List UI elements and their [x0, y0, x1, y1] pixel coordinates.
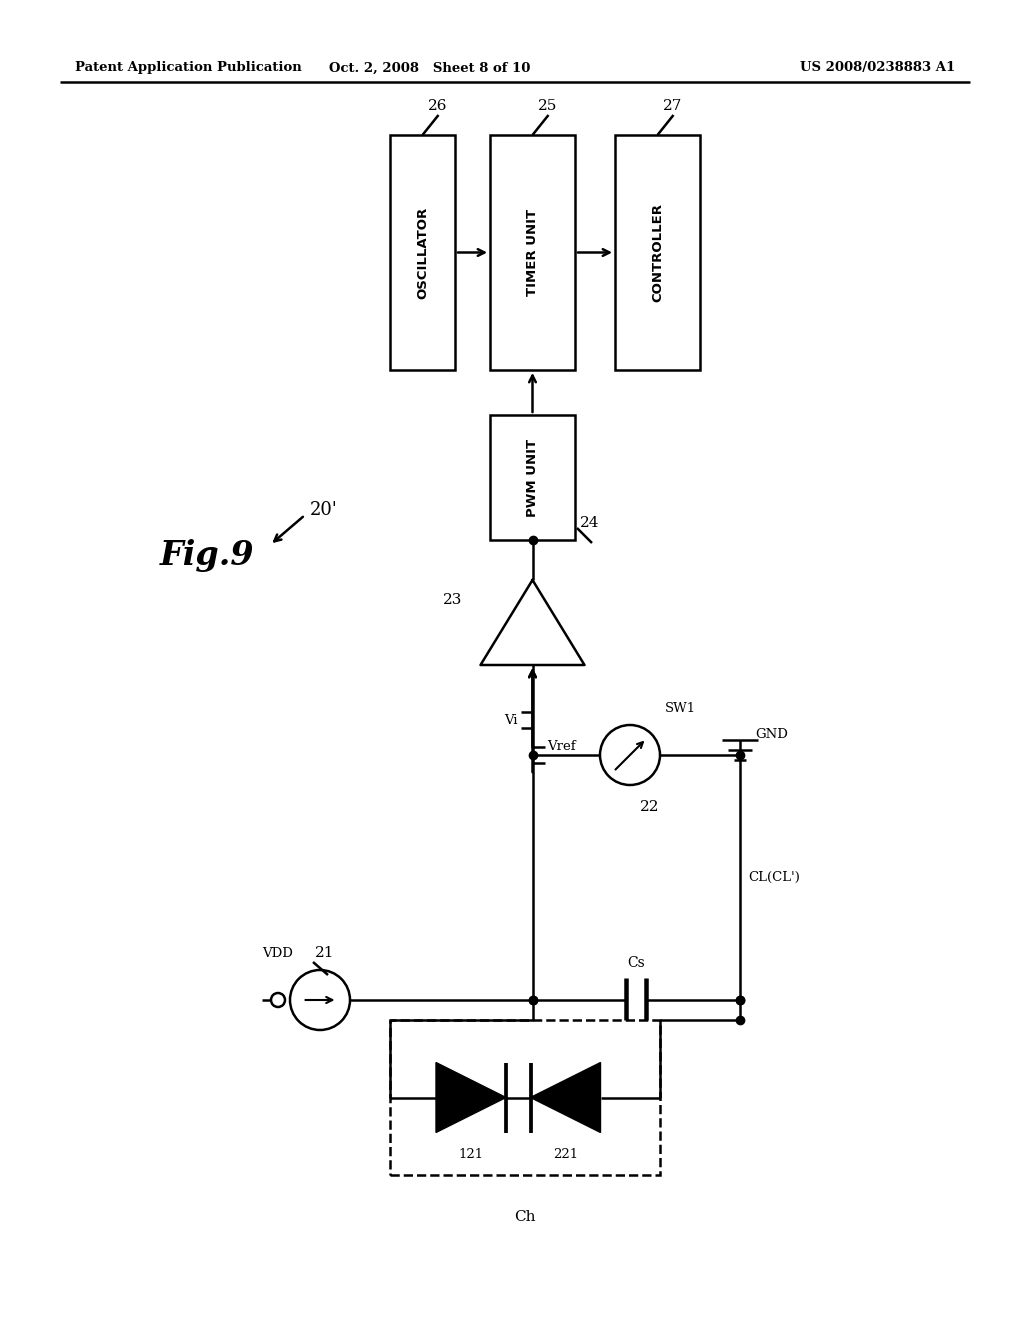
Text: CONTROLLER: CONTROLLER: [651, 203, 664, 302]
Polygon shape: [436, 1063, 506, 1133]
Text: US 2008/0238883 A1: US 2008/0238883 A1: [800, 62, 955, 74]
Text: Vref: Vref: [548, 741, 577, 752]
Text: Cs: Cs: [628, 956, 645, 970]
Text: 23: 23: [443, 593, 463, 607]
Text: 25: 25: [538, 99, 557, 114]
Bar: [390, 1020, 660, 1175]
Text: Ch: Ch: [514, 1210, 536, 1224]
Text: 21: 21: [315, 946, 335, 960]
Text: Patent Application Publication: Patent Application Publication: [75, 62, 302, 74]
Text: 24: 24: [580, 516, 599, 531]
Text: 121: 121: [459, 1147, 483, 1160]
Text: Vi: Vi: [504, 714, 517, 726]
Text: 20': 20': [310, 502, 338, 519]
Text: OSCILLATOR: OSCILLATOR: [416, 206, 429, 298]
Text: CL(CL'): CL(CL'): [748, 871, 800, 884]
Polygon shape: [530, 1063, 600, 1133]
Bar: [615, 135, 700, 370]
Text: SW1: SW1: [665, 702, 696, 715]
Text: TIMER UNIT: TIMER UNIT: [526, 209, 539, 296]
Text: Fig.9: Fig.9: [160, 539, 255, 572]
Text: 27: 27: [663, 99, 682, 114]
Text: VDD: VDD: [262, 946, 294, 960]
Text: PWM UNIT: PWM UNIT: [526, 438, 539, 516]
Bar: [490, 414, 575, 540]
Text: 22: 22: [640, 800, 659, 814]
Bar: [390, 135, 455, 370]
Text: Oct. 2, 2008   Sheet 8 of 10: Oct. 2, 2008 Sheet 8 of 10: [330, 62, 530, 74]
Text: 26: 26: [427, 99, 447, 114]
Text: GND: GND: [755, 729, 787, 742]
Bar: [490, 135, 575, 370]
Text: 221: 221: [553, 1147, 579, 1160]
